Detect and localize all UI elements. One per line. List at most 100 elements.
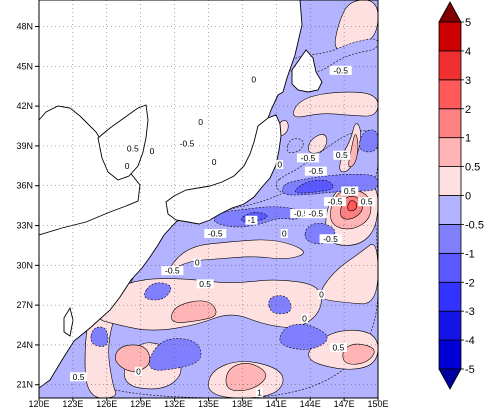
contour-label-17: -1 <box>248 215 256 225</box>
lat-tick-label-45N: 45N <box>16 61 33 71</box>
colorbar-max-arrow <box>438 1 462 23</box>
lon-tick-label-147E: 147E <box>334 399 355 408</box>
colorbar-label-10: 3 <box>465 75 471 87</box>
contour-label-29: 1 <box>257 388 262 398</box>
contour-label-3: -0.5 <box>180 138 195 148</box>
contour-label-16: -0.5 <box>309 209 324 219</box>
coastline-hokkaido-sakhalin <box>291 49 323 93</box>
coastline-japan <box>165 114 282 225</box>
contour-label-bg-15 <box>290 209 313 219</box>
contour-label-bg-24 <box>318 290 325 300</box>
anomaly-region-42 <box>286 138 304 154</box>
colorbar-label-6: 0 <box>465 191 471 203</box>
colorbar-box-5 <box>438 195 462 225</box>
contour-label-27: 0 <box>136 366 141 376</box>
contour-label-bg-22 <box>193 258 201 268</box>
anomaly-region-22 <box>144 282 172 301</box>
anomaly-region-14 <box>347 200 358 212</box>
contour-label-bg-14 <box>358 197 376 207</box>
colorbar-label-9: 2 <box>465 104 471 116</box>
contour-label-11: -0.5 <box>309 166 324 176</box>
contour-label-bg-23 <box>196 279 214 289</box>
colorbar: -5 -4 -3 -2 -1 -0.5 0 0.5 1 2 3 4 5 <box>438 1 484 390</box>
anomaly-region-10 <box>225 363 267 392</box>
coastline-taiwan <box>63 306 74 337</box>
contour-label-bg-18 <box>204 228 227 238</box>
colorbar-label-1: -4 <box>465 335 475 347</box>
contour-label-19: 0 <box>282 228 287 238</box>
contour-label-28: 0.5 <box>333 343 345 353</box>
lat-tick-label-48N: 48N <box>16 22 33 32</box>
latitude-ticks: 48N 45N 42N 39N 36N 33N 30N 27N 24N 21N <box>16 22 39 390</box>
graticule <box>39 0 378 398</box>
colorbar-label-3: -2 <box>465 277 475 289</box>
contour-label-bg-27 <box>134 366 142 376</box>
contour-label-2: 0 <box>198 117 203 127</box>
lat-tick-label-33N: 33N <box>16 221 33 231</box>
anomaly-region-7 <box>320 244 378 305</box>
contour-label-bg-17 <box>245 215 258 225</box>
contour-label-bg-0 <box>329 65 352 75</box>
anomaly-region-11 <box>171 300 217 323</box>
colorbar-label-2: -3 <box>465 306 475 318</box>
colorbar-label-7: 0.5 <box>465 162 480 174</box>
contour-label-9: 0.5 <box>336 150 348 160</box>
contour-label-bg-4 <box>124 144 142 154</box>
contour-label-14: 0.5 <box>361 197 373 207</box>
contour-label-26: 0.5 <box>73 372 85 382</box>
contour-label-bg-19 <box>280 228 288 238</box>
contour-label-bg-16 <box>304 209 327 219</box>
lon-tick-label-120E: 120E <box>28 399 49 408</box>
contour-label-bg-10 <box>276 160 284 170</box>
lon-tick-label-132E: 132E <box>164 399 185 408</box>
contour-label-bg-12 <box>341 186 359 196</box>
colorbar-box-8 <box>438 108 462 139</box>
contour-label-7: 0 <box>212 157 217 167</box>
colorbar-box-3 <box>438 252 462 283</box>
colorbar-label-8: 1 <box>465 133 471 145</box>
colorbar-box-2 <box>438 281 462 312</box>
land-mask <box>39 0 323 389</box>
contour-label-bg-28 <box>329 343 347 353</box>
anomaly-region-26 <box>295 179 334 194</box>
anomaly-region-15 <box>342 343 375 365</box>
lat-tick-label-30N: 30N <box>16 260 33 270</box>
contour-label-bg-21 <box>161 266 184 276</box>
colorbar-label-5: -0.5 <box>465 219 484 231</box>
contour-label-8: -0.5 <box>301 153 316 163</box>
lat-tick-label-36N: 36N <box>16 181 33 191</box>
colorbar-min-arrow <box>438 368 462 390</box>
contour-label-bg-26 <box>70 372 88 382</box>
colorbar-label-0: -5 <box>465 364 475 376</box>
lat-tick-label-21N: 21N <box>16 380 33 390</box>
lat-tick-label-39N: 39N <box>16 141 33 151</box>
anomaly-region-29 <box>308 134 328 154</box>
contour-label-24: 0 <box>319 290 324 300</box>
anomaly-region-21 <box>279 324 328 350</box>
contour-label-bg-5 <box>148 146 156 156</box>
lon-tick-label-123E: 123E <box>62 399 83 408</box>
colorbar-box-6 <box>438 166 462 196</box>
contour-label-bg-29 <box>255 388 263 398</box>
colorbar-label-4: -1 <box>465 248 475 260</box>
coastline-korea <box>97 104 149 181</box>
contour-label-bg-13 <box>324 197 347 207</box>
anomaly-region-20 <box>90 326 109 347</box>
anomaly-region-28 <box>348 134 359 168</box>
anomaly-region-31 <box>293 91 378 118</box>
lon-tick-label-129E: 129E <box>130 399 151 408</box>
contour-label-10: 0 <box>277 160 282 170</box>
lon-tick-label-150E: 150E <box>367 399 388 408</box>
contour-label-bg-3 <box>176 138 199 148</box>
contour-label-bg-8 <box>296 153 319 163</box>
colorbar-box-0 <box>438 339 462 370</box>
contour-label-13: -0.5 <box>328 197 343 207</box>
colorbar-box-7 <box>438 137 462 167</box>
colorbar-label-11: 4 <box>465 46 471 58</box>
colorbar-box-4 <box>438 224 462 254</box>
contour-label-bg-1 <box>250 75 258 85</box>
colorbar-box-11 <box>438 21 462 52</box>
contour-label-5: 0 <box>150 146 155 156</box>
contour-label-22: 0 <box>195 258 200 268</box>
